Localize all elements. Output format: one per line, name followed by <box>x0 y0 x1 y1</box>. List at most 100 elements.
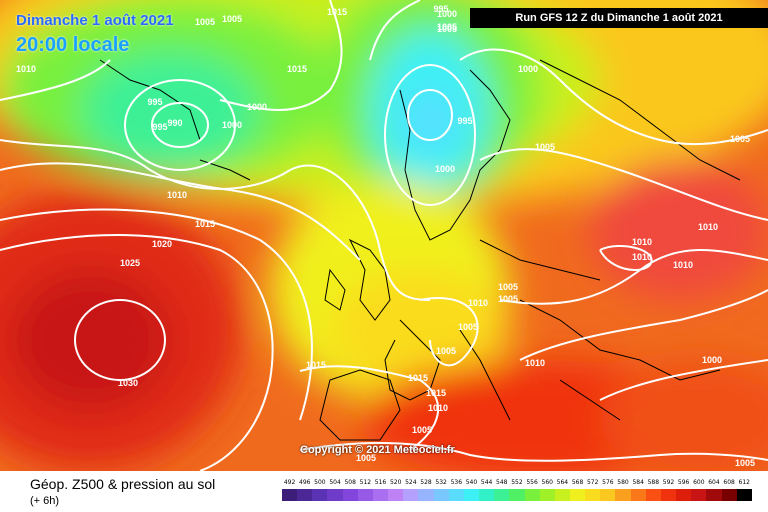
isobar-label: 1005 <box>535 142 555 152</box>
scale-swatch <box>676 489 692 501</box>
isobar-label: 1005 <box>412 425 432 435</box>
scale-label: 520 <box>389 479 402 486</box>
scale-label: 536 <box>450 479 463 486</box>
scale-swatch <box>615 489 631 501</box>
isobar-label: 1005 <box>498 294 518 304</box>
scale-label: 492 <box>283 479 296 486</box>
scale-swatch <box>554 489 570 501</box>
scale-label: 496 <box>299 479 311 486</box>
scale-swatch <box>691 489 707 501</box>
scale-label: 560 <box>541 479 553 486</box>
color-scale-labels: 492 496 500 504 508 512 516 520 524 528 532 536 540 5… <box>282 479 752 489</box>
isobar-label: 1005 <box>437 24 457 34</box>
scale-swatch <box>509 489 525 501</box>
isobar-label: 1005 <box>222 14 242 24</box>
scale-label: 568 <box>571 479 584 486</box>
isobar-label: 1000 <box>435 164 455 174</box>
isobar-label: 1025 <box>120 258 140 268</box>
scale-swatch <box>403 489 419 501</box>
scale-label: 588 <box>647 479 660 486</box>
isobar-label: 1015 <box>287 64 307 74</box>
scale-swatch <box>736 489 752 501</box>
isobar-label: 1030 <box>118 378 138 388</box>
scale-swatch <box>433 489 449 501</box>
isobar-label: 1010 <box>468 298 488 308</box>
legend-panel: Géop. Z500 & pression au sol (+ 6h) 492 4… <box>0 471 768 512</box>
scale-swatch <box>721 489 737 501</box>
scale-swatch <box>630 489 646 501</box>
isobar-label: 1010 <box>632 237 652 247</box>
scale-label: 592 <box>662 479 675 486</box>
coastlines <box>99 59 741 441</box>
isobar-label: 990 <box>167 118 182 128</box>
scale-label: 572 <box>586 479 599 486</box>
scale-swatch <box>297 489 313 501</box>
scale-swatch <box>524 489 540 501</box>
isobar-label: 1010 <box>698 222 718 232</box>
legend-subtitle: (+ 6h) <box>30 495 60 507</box>
scale-swatch <box>479 489 495 501</box>
scale-swatch <box>660 489 677 501</box>
scale-label: 508 <box>344 479 356 486</box>
scale-swatch <box>539 489 555 501</box>
scale-swatch <box>342 489 358 501</box>
scale-swatch <box>585 489 601 501</box>
scale-label: 596 <box>677 479 690 486</box>
scale-label: 512 <box>359 479 372 486</box>
isobar-label: 1015 <box>306 360 326 370</box>
isobar-label: 1005 <box>498 282 518 292</box>
isobar-label: 1010 <box>525 358 545 368</box>
isobar-label: 1010 <box>428 403 448 413</box>
isobar-label: 1000 <box>247 102 267 112</box>
isobar-label: 1005 <box>735 458 755 468</box>
scale-label: 600 <box>693 479 705 486</box>
scale-swatch <box>463 489 480 501</box>
scale-label: 524 <box>405 479 417 486</box>
isobar-label: 1005 <box>356 453 376 463</box>
forecast-time: 20:00 locale <box>16 34 130 56</box>
scale-label: 608 <box>723 479 735 486</box>
copyright-notice: Copyright © 2021 Meteociel.fr <box>300 444 455 456</box>
isobar-label: 1000 <box>518 64 538 74</box>
scale-label: 544 <box>480 479 493 486</box>
scale-label: 556 <box>526 479 538 486</box>
isobars <box>0 0 768 471</box>
scale-swatch <box>600 489 616 501</box>
forecast-date: Dimanche 1 août 2021 <box>16 12 174 29</box>
scale-label: 532 <box>435 479 447 486</box>
isobar-label: 1005 <box>436 346 456 356</box>
isobar-label: 1000 <box>437 9 457 19</box>
isobar-label: 1005 <box>195 17 215 27</box>
scale-swatch <box>357 489 373 501</box>
scale-label: 604 <box>708 479 720 486</box>
scale-swatch <box>494 489 510 501</box>
isobar-label: 1000 <box>702 355 722 365</box>
run-info-box: Run GFS 12 Z du Dimanche 1 août 2021 <box>470 8 768 28</box>
scale-label: 580 <box>617 479 629 486</box>
isobar-label: 1005 <box>437 22 457 32</box>
isobar-label: 1000 <box>222 120 242 130</box>
isobar-label: 1005 <box>458 322 478 332</box>
scale-swatch <box>448 489 464 501</box>
scale-swatch <box>312 489 328 501</box>
isobar-label: 995 <box>147 97 162 107</box>
scale-label: 584 <box>632 479 644 486</box>
scale-label: 564 <box>556 479 569 486</box>
scale-label: 576 <box>602 479 614 486</box>
isobar-label: 1010 <box>632 252 652 262</box>
isobar-label: 995 <box>152 122 167 132</box>
scale-swatch <box>645 489 661 501</box>
scale-label: 540 <box>465 479 478 486</box>
isobar-label: 995 <box>433 4 448 14</box>
scale-swatch <box>372 489 389 501</box>
scale-swatch <box>418 489 434 501</box>
scale-label: 528 <box>420 479 432 486</box>
legend-title: Géop. Z500 & pression au sol <box>30 476 216 492</box>
scale-label: 500 <box>314 479 326 486</box>
scale-label: 612 <box>738 479 750 486</box>
isobar-label: 995 <box>457 116 472 126</box>
isobar-label: 1010 <box>673 260 693 270</box>
scale-label: 548 <box>496 479 508 486</box>
